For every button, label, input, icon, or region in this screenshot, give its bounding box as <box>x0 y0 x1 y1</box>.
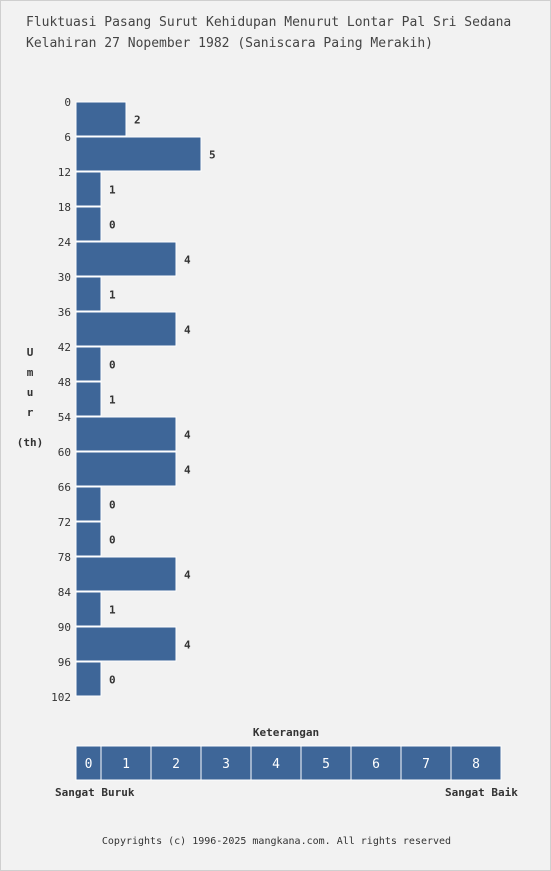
legend-cell-label: 7 <box>422 757 430 772</box>
bar <box>75 661 102 697</box>
bar-value-label: 0 <box>109 674 116 687</box>
bar <box>75 276 102 312</box>
bar-value-label: 4 <box>184 569 191 582</box>
bar-value-label: 4 <box>184 639 191 652</box>
bar <box>75 591 102 627</box>
y-tick-label: 72 <box>58 516 71 529</box>
bar <box>75 171 102 207</box>
y-tick-label: 78 <box>58 551 71 564</box>
bar <box>75 486 102 522</box>
bar-value-label: 0 <box>109 359 116 372</box>
bar-value-label: 4 <box>184 464 191 477</box>
y-tick-label: 0 <box>64 96 71 109</box>
legend-cell <box>450 745 502 781</box>
ylabel-char-1: U <box>26 346 34 359</box>
bar-value-label: 0 <box>109 219 116 232</box>
bar-value-label: 1 <box>109 604 116 617</box>
ylabel-char-2: m <box>26 366 34 379</box>
bar-value-label: 4 <box>184 254 191 267</box>
y-tick-label: 12 <box>58 166 71 179</box>
y-tick-label: 60 <box>58 446 71 459</box>
bar-value-label: 4 <box>184 429 191 442</box>
legend-cell-label: 0 <box>85 757 93 772</box>
chart-title-line1: Fluktuasi Pasang Surut Kehidupan Menurut… <box>26 15 512 30</box>
bar-value-label: 1 <box>109 394 116 407</box>
legend-cell <box>400 745 452 781</box>
y-tick-label: 36 <box>58 306 71 319</box>
legend-cell-label: 3 <box>222 757 230 772</box>
legend-cell <box>250 745 302 781</box>
bar <box>75 626 177 662</box>
legend-cell <box>350 745 402 781</box>
bar <box>75 416 177 452</box>
y-tick-label: 30 <box>58 271 71 284</box>
legend-left-label: Sangat Buruk <box>55 786 135 799</box>
y-tick-label: 24 <box>58 236 72 249</box>
y-tick-label: 18 <box>58 201 71 214</box>
y-tick-label: 6 <box>64 131 71 144</box>
legend-right-label: Sangat Baik <box>445 786 518 799</box>
bar <box>75 101 127 137</box>
ylabel-unit: (th) <box>16 436 44 449</box>
chart-title-line2: Kelahiran 27 Nopember 1982 (Saniscara Pa… <box>26 36 433 51</box>
bar <box>75 136 202 172</box>
legend-cell-label: 2 <box>172 757 180 772</box>
y-tick-label: 84 <box>58 586 72 599</box>
legend-cell <box>150 745 202 781</box>
bar-value-label: 1 <box>109 289 116 302</box>
y-tick-label: 48 <box>58 376 71 389</box>
bar-value-label: 0 <box>109 499 116 512</box>
legend-cell-label: 5 <box>322 757 330 772</box>
bar-value-label: 0 <box>109 534 116 547</box>
bar <box>75 556 177 592</box>
legend-cell-label: 8 <box>472 757 480 772</box>
bar-value-label: 5 <box>209 149 216 162</box>
bar-value-label: 1 <box>109 184 116 197</box>
bar-value-label: 4 <box>184 324 191 337</box>
copyright-footer: Copyrights (c) 1996-2025 mangkana.com. A… <box>101 836 452 847</box>
ylabel-char-4: r <box>26 406 34 419</box>
ylabel-char-3: u <box>26 386 34 399</box>
legend-cell-label: 6 <box>372 757 380 772</box>
legend-cell-label: 1 <box>122 757 130 772</box>
bar <box>75 381 102 417</box>
y-tick-label: 42 <box>58 341 71 354</box>
legend-cell <box>300 745 352 781</box>
y-tick-label: 90 <box>58 621 71 634</box>
legend-cell <box>100 745 152 781</box>
bar <box>75 346 102 382</box>
legend-title: Keterangan <box>252 726 320 739</box>
bar <box>75 521 102 557</box>
bar <box>75 241 177 277</box>
bar <box>75 206 102 242</box>
bar <box>75 311 177 347</box>
y-tick-label: 102 <box>51 691 71 704</box>
legend-cell-label: 4 <box>272 757 280 772</box>
y-tick-label: 96 <box>58 656 71 669</box>
bar-value-label: 2 <box>134 114 141 127</box>
bar <box>75 451 177 487</box>
y-tick-label: 54 <box>58 411 72 424</box>
y-tick-label: 66 <box>58 481 71 494</box>
